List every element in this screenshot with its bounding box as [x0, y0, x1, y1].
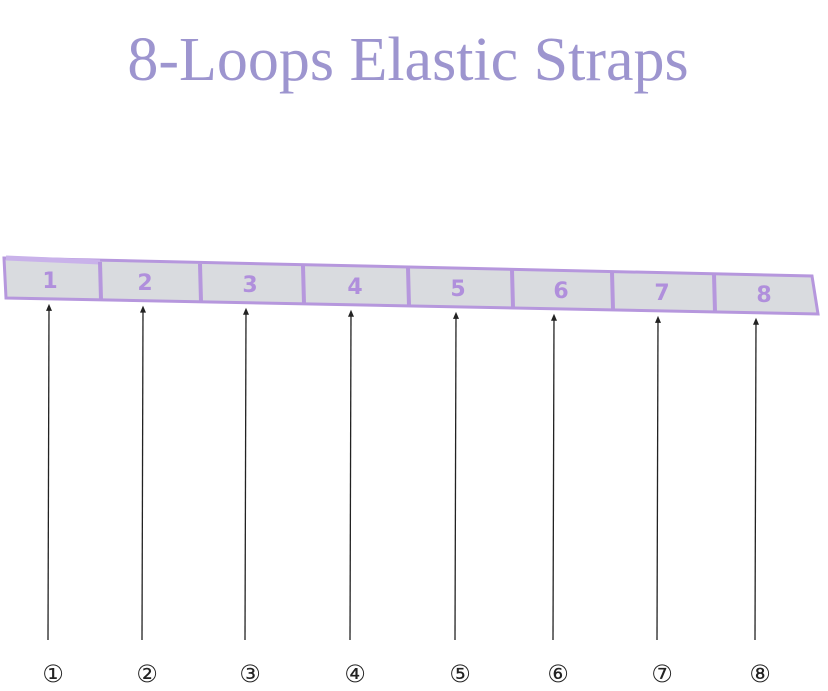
loop-number: 7: [654, 281, 669, 306]
marker-label: ②: [136, 660, 158, 688]
loop-number: 2: [137, 271, 152, 296]
pointer-line: [454, 314, 457, 641]
marker-label: ⑦: [651, 660, 673, 688]
pointer-line: [552, 316, 555, 641]
pointer-head: [655, 315, 661, 323]
loop-divider: [510, 270, 515, 309]
pointer-head: [753, 317, 759, 325]
loop-number: 4: [347, 275, 362, 300]
loop-divider: [198, 263, 203, 302]
pointer-line: [47, 306, 50, 641]
loop-divider: [301, 265, 306, 304]
marker-label: ⑥: [547, 660, 569, 688]
loop-divider: [98, 261, 103, 300]
loop-number: 6: [553, 279, 568, 304]
title: 8-Loops Elastic Straps: [127, 26, 688, 94]
marker-label: ③: [239, 660, 261, 688]
pointer-line: [754, 320, 757, 641]
loop-divider: [712, 274, 717, 313]
pointer-line: [349, 312, 352, 641]
loop-divider: [406, 267, 411, 306]
loop-number: 5: [450, 277, 465, 302]
strap-edge: [5, 255, 101, 265]
strap: [2, 256, 820, 316]
pointer-line: [656, 318, 659, 641]
pointer-head: [140, 305, 146, 313]
marker-label: ④: [344, 660, 366, 688]
loop-number: 8: [756, 283, 771, 308]
marker-label: ⑧: [749, 660, 771, 688]
marker-label: ①: [42, 660, 64, 688]
loop-divider: [610, 271, 615, 310]
pointer-head: [46, 303, 52, 311]
pointer-line: [141, 308, 144, 641]
pointer-head: [453, 311, 459, 319]
pointer-head: [551, 313, 557, 321]
loop-number: 3: [242, 273, 257, 298]
pointer-head: [348, 309, 354, 317]
marker-label: ⑤: [449, 660, 471, 688]
pointer-line: [244, 310, 247, 641]
loop-number: 1: [42, 269, 57, 294]
pointer-head: [243, 307, 249, 315]
